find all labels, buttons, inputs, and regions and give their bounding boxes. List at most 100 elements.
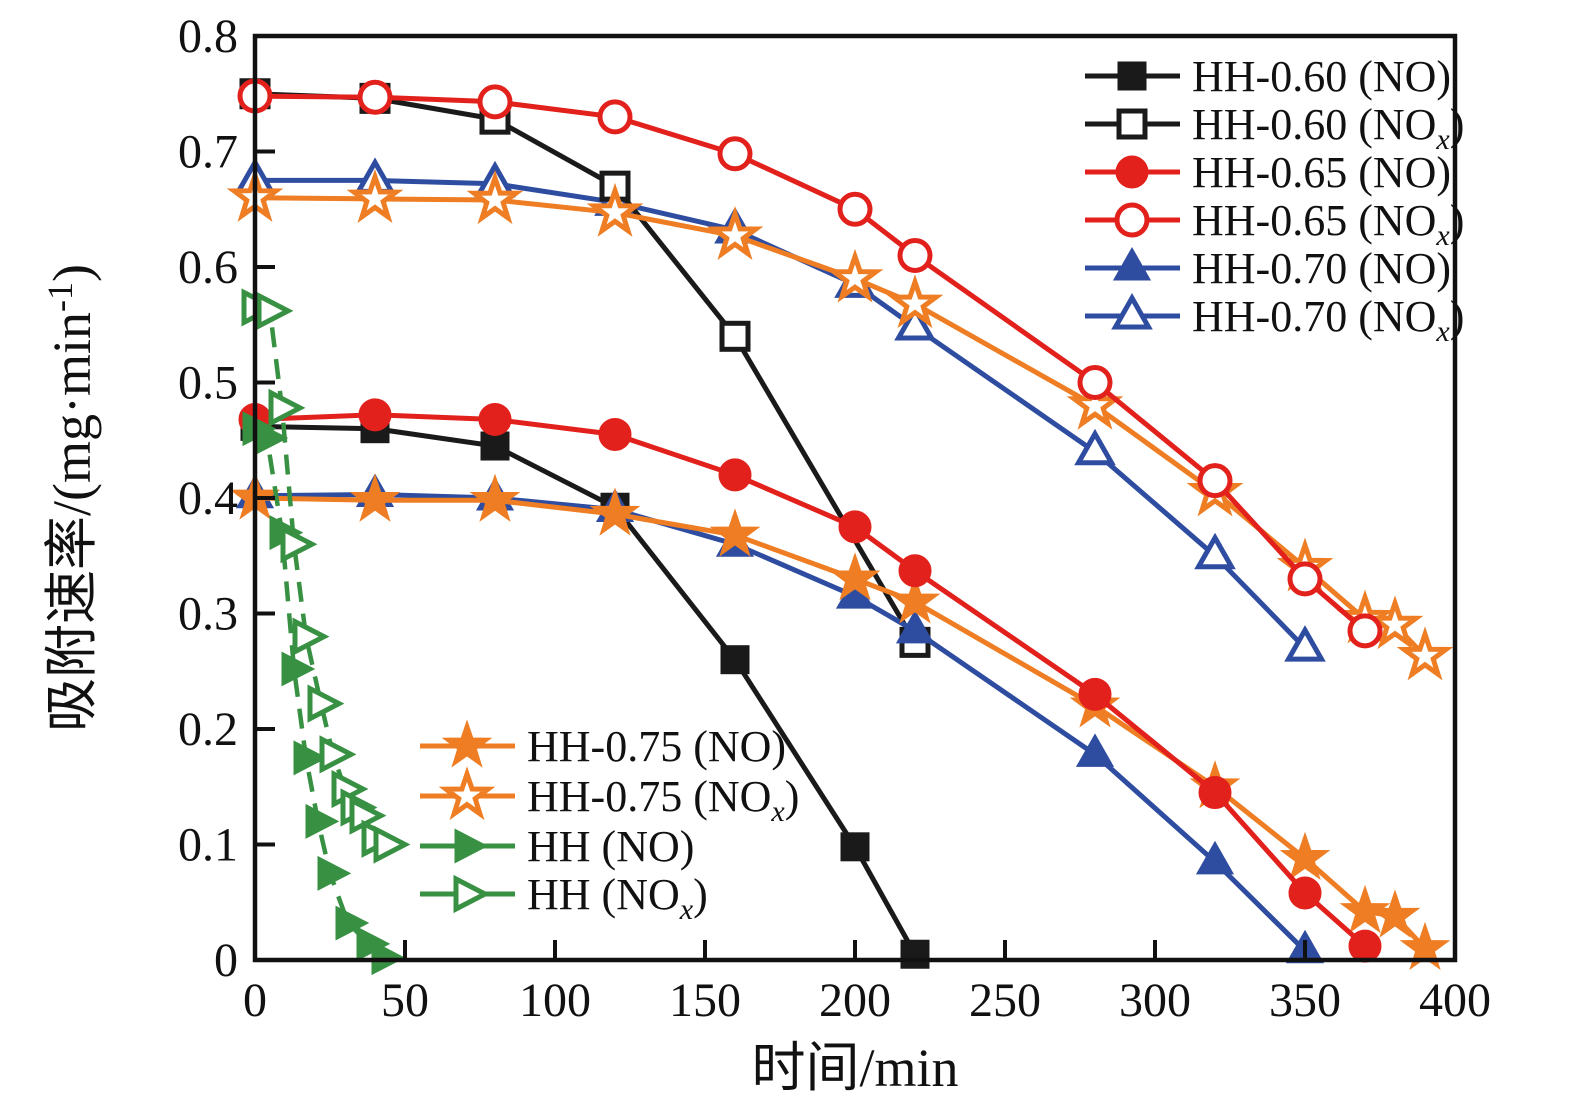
legend-label: HH-0.60 (NO) (1192, 52, 1451, 101)
legend-label: HH (NO) (527, 822, 694, 871)
star-marker (1339, 884, 1391, 934)
legend-entry-HH-NO: HH (NO) (420, 822, 694, 871)
x-tick-label: 350 (1269, 974, 1341, 1027)
square-marker (900, 939, 930, 969)
series-line (254, 305, 388, 847)
circle-marker (1078, 677, 1112, 711)
y-tick-label: 0.7 (178, 126, 238, 179)
legend-label: HH-0.70 (NOx) (1192, 292, 1464, 348)
circle-marker (1288, 876, 1322, 910)
square-marker (1116, 108, 1148, 140)
circle-marker (598, 417, 632, 451)
circle-marker (478, 402, 512, 436)
y-tick-label: 0.3 (178, 588, 238, 641)
legend-label: HH-0.60 (NOx) (1192, 100, 1464, 156)
series-HH-0.75-NO (229, 471, 1451, 970)
star-marker (1066, 375, 1124, 430)
y-tick-label: 0.5 (178, 357, 238, 410)
series-line (254, 491, 1307, 953)
star-marker (1366, 595, 1424, 650)
triangle-right-marker (256, 291, 294, 330)
star-marker (441, 719, 493, 768)
circle-marker (898, 554, 932, 588)
star-marker (438, 766, 496, 821)
triangle-right-marker (317, 855, 352, 891)
x-tick-label: 300 (1119, 974, 1191, 1027)
x-tick-label: 100 (519, 974, 591, 1027)
triangle-right-marker (335, 905, 370, 941)
square-marker (720, 645, 750, 675)
circle-marker (1077, 365, 1113, 400)
square-marker (840, 832, 870, 862)
star-marker (589, 487, 641, 536)
x-tick-label: 150 (669, 974, 741, 1027)
circle-marker (1114, 202, 1150, 238)
legend-label: HH (NOx) (527, 870, 708, 926)
x-tick-label: 0 (243, 974, 267, 1027)
star-marker (886, 274, 944, 329)
series-line (254, 495, 1427, 951)
square-marker (480, 431, 510, 461)
circle-marker (717, 136, 753, 172)
triangle-right-marker (305, 803, 340, 839)
triangle-up-marker (1195, 840, 1235, 875)
series-HH-NO (242, 411, 406, 976)
plot-series (226, 78, 1454, 976)
legend-entry-HH-0.70-NO: HH-0.70 (NO) (1085, 244, 1451, 293)
star-marker (1399, 921, 1451, 970)
legend-label: HH-0.65 (NOx) (1192, 196, 1464, 252)
circle-marker (477, 84, 513, 120)
legend-label: HH-0.70 (NO) (1192, 244, 1451, 293)
x-tick-label: 200 (819, 974, 891, 1027)
x-axis-label: 时间/min (751, 1038, 958, 1098)
star-marker (829, 552, 881, 601)
circle-marker (718, 458, 752, 492)
triangle-right-marker (371, 940, 406, 976)
x-axis: 0 50 100 150 200 250 300 350 400 (243, 940, 1491, 1027)
circle-marker (357, 79, 393, 115)
triangle-right-marker (280, 525, 318, 564)
star-marker (889, 575, 941, 624)
y-tick-label: 0.1 (178, 819, 238, 872)
legend-label: HH-0.75 (NOx) (527, 772, 799, 828)
x-tick-label: 50 (381, 974, 429, 1027)
legend-entry-HH-0.65-NOx: HH-0.65 (NOx) (1085, 196, 1464, 252)
circle-marker (1348, 929, 1382, 963)
triangle-up-marker (1075, 733, 1115, 767)
series-line (254, 91, 918, 644)
square-marker (719, 320, 751, 352)
legend-label: HH-0.75 (NO) (527, 722, 786, 771)
circle-marker (1197, 463, 1233, 499)
y-tick-label: 0 (214, 934, 238, 987)
legend-entry-HH-0.65-NO: HH-0.65 (NO) (1085, 148, 1451, 197)
star-marker (1396, 626, 1454, 681)
triangle-up-marker (1111, 292, 1153, 330)
legend-entry-HH-0.60-NOx: HH-0.60 (NOx) (1085, 100, 1464, 156)
circle-marker (1115, 155, 1149, 189)
star-marker (1369, 889, 1421, 938)
legend-entry-HH-0.70-NOx: HH-0.70 (NOx) (1085, 292, 1464, 348)
star-marker (706, 205, 764, 260)
y-tick-label: 0.4 (178, 472, 238, 525)
triangle-right-marker (293, 740, 328, 776)
triangle-right-marker (454, 828, 489, 864)
circle-marker (1198, 776, 1232, 810)
star-marker (1279, 831, 1331, 881)
star-marker (709, 508, 761, 557)
y-axis: 0 0.1 0.2 0.3 0.4 0.5 0.6 0.7 0.8 (178, 10, 275, 987)
triangle-up-marker (894, 304, 936, 341)
triangle-right-marker (292, 617, 330, 656)
circle-marker (1287, 561, 1323, 597)
triangle-up-marker (895, 609, 935, 644)
star-marker (586, 182, 644, 237)
y-tick-label: 0.2 (178, 703, 238, 756)
legend-top-right: HH-0.60 (NO)HH-0.60 (NOx)HH-0.65 (NO)HH-… (1085, 52, 1464, 348)
circle-marker (837, 191, 873, 227)
legend-label: HH-0.65 (NO) (1192, 148, 1451, 197)
triangle-right-marker (453, 874, 491, 914)
star-marker (466, 170, 524, 225)
triangle-up-marker (1112, 246, 1152, 281)
legend-entry-HH-0.60-NO: HH-0.60 (NO) (1085, 52, 1451, 101)
